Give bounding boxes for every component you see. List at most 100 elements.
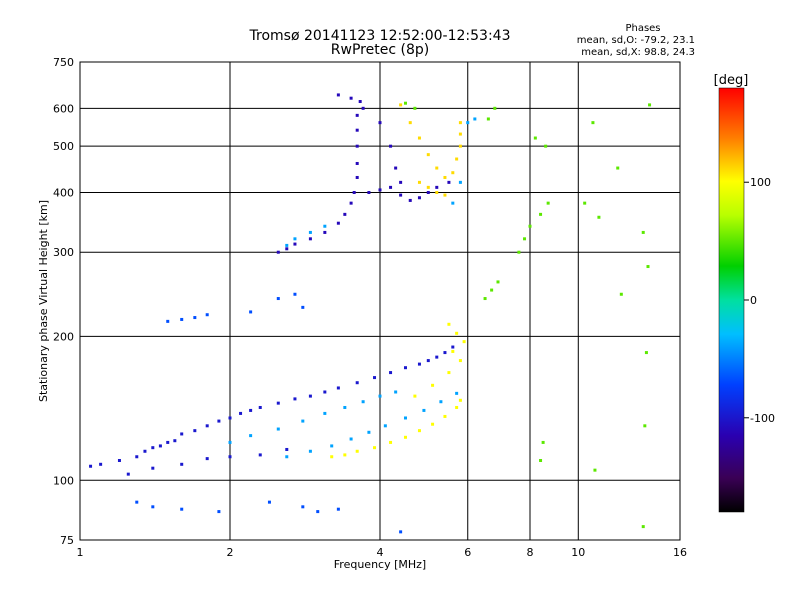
- x-axis-label: Frequency [MHz]: [334, 558, 426, 571]
- chart-title: Tromsø 20141123 12:52:00-12:53:43: [249, 28, 511, 44]
- colorbar-tick-label: 100: [750, 176, 771, 189]
- data-point: [151, 446, 155, 450]
- data-point: [258, 453, 262, 457]
- data-point: [336, 221, 340, 225]
- data-point: [343, 405, 347, 409]
- data-point: [458, 359, 462, 363]
- data-point: [451, 345, 455, 349]
- data-point: [117, 458, 121, 462]
- data-point: [228, 455, 232, 459]
- data-point: [301, 305, 305, 309]
- data-point: [408, 121, 412, 125]
- data-point: [443, 175, 447, 179]
- data-point: [361, 400, 365, 404]
- data-point: [336, 507, 340, 511]
- data-point: [293, 292, 297, 296]
- data-point: [323, 411, 327, 415]
- data-point: [443, 414, 447, 418]
- data-point: [641, 230, 645, 234]
- data-point: [293, 237, 297, 241]
- data-point: [378, 121, 382, 125]
- data-point: [355, 381, 359, 385]
- data-point: [493, 106, 497, 110]
- y-ticks: 75 100 200 300 400 500 600 750: [53, 56, 74, 547]
- data-point: [583, 201, 587, 205]
- data-point: [455, 331, 459, 335]
- data-point: [258, 405, 262, 409]
- data-point: [383, 424, 387, 428]
- data-point: [451, 349, 455, 353]
- data-point: [355, 175, 359, 179]
- data-point: [135, 455, 139, 459]
- y-tick-label: 75: [60, 534, 74, 547]
- data-point: [151, 466, 155, 470]
- data-point: [355, 161, 359, 165]
- data-point: [355, 449, 359, 453]
- stats-line-o: mean, sd,O: -79.2, 23.1: [577, 35, 695, 46]
- y-tick-label: 100: [53, 474, 74, 487]
- x-tick-label: 4: [377, 546, 384, 559]
- data-point: [399, 180, 403, 184]
- data-point: [455, 157, 459, 161]
- data-point: [293, 397, 297, 401]
- data-point: [166, 440, 170, 444]
- data-point: [455, 391, 459, 395]
- data-point: [483, 297, 487, 301]
- data-point: [285, 247, 289, 251]
- data-point: [228, 416, 232, 420]
- data-points: [89, 93, 652, 534]
- data-point: [330, 444, 334, 448]
- data-point: [591, 121, 595, 125]
- data-point: [308, 237, 312, 241]
- data-point: [399, 103, 403, 107]
- x-tick-label: 8: [527, 546, 534, 559]
- data-point: [336, 386, 340, 390]
- data-point: [451, 201, 455, 205]
- data-point: [367, 190, 371, 194]
- data-point: [435, 190, 439, 194]
- data-point: [249, 408, 253, 412]
- data-point: [403, 101, 407, 105]
- data-point: [394, 166, 398, 170]
- data-point: [458, 144, 462, 148]
- data-point: [378, 394, 382, 398]
- data-point: [447, 371, 451, 375]
- data-point: [413, 394, 417, 398]
- x-tick-label: 16: [673, 546, 687, 559]
- data-point: [389, 144, 393, 148]
- data-point: [458, 132, 462, 136]
- data-point: [166, 319, 170, 323]
- data-point: [408, 198, 412, 202]
- data-point: [276, 250, 280, 254]
- y-tick-label: 300: [53, 246, 74, 259]
- data-point: [323, 224, 327, 228]
- data-point: [323, 390, 327, 394]
- data-point: [355, 128, 359, 132]
- y-tick-label: 600: [53, 102, 74, 115]
- x-tick-label: 2: [227, 546, 234, 559]
- data-point: [193, 316, 197, 320]
- data-point: [158, 444, 162, 448]
- data-point: [539, 212, 543, 216]
- data-point: [643, 424, 647, 428]
- data-point: [276, 297, 280, 301]
- y-tick-label: 500: [53, 140, 74, 153]
- data-point: [135, 500, 139, 504]
- data-point: [180, 317, 184, 321]
- data-point: [616, 166, 620, 170]
- data-point: [239, 411, 243, 415]
- data-point: [343, 453, 347, 457]
- data-point: [336, 93, 340, 97]
- data-point: [546, 201, 550, 205]
- data-point: [443, 351, 447, 355]
- data-point: [417, 136, 421, 140]
- grid: [80, 62, 680, 540]
- data-point: [458, 180, 462, 184]
- data-point: [205, 457, 209, 461]
- data-point: [451, 171, 455, 175]
- data-point: [417, 180, 421, 184]
- data-point: [539, 458, 543, 462]
- data-point: [276, 401, 280, 405]
- data-point: [373, 376, 377, 380]
